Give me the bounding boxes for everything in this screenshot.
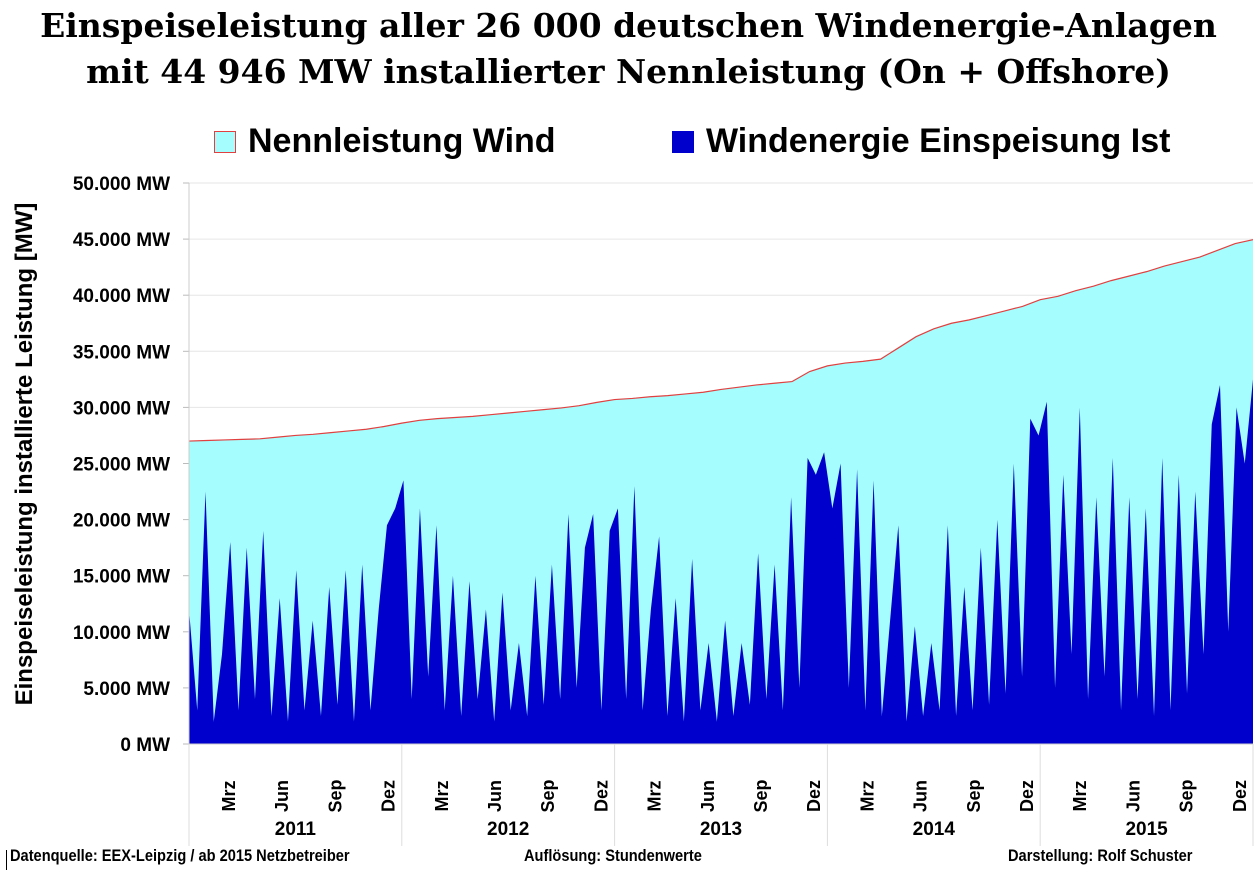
generation-area — [189, 379, 1253, 744]
footer-resolution: Auflösung: Stundenwerte — [524, 846, 702, 865]
x-month-label: Dez — [379, 780, 399, 812]
legend-label-capacity: Nennleistung Wind — [248, 122, 556, 160]
x-month-label: Sep — [964, 779, 984, 812]
x-month-label: Sep — [1177, 779, 1197, 812]
y-tick-label: 10.000 MW — [73, 623, 170, 644]
x-month-label: Dez — [1230, 780, 1250, 812]
x-month-label: Jun — [485, 780, 505, 812]
x-year-label: 2011 — [275, 819, 317, 840]
footer-divider — [6, 850, 7, 870]
x-month-label: Mrz — [432, 781, 452, 812]
y-tick-label: 15.000 MW — [73, 567, 170, 588]
y-tick-label: 40.000 MW — [73, 286, 170, 307]
x-month-label: Jun — [911, 780, 931, 812]
legend-label-generation: Windenergie Einspeisung Ist — [706, 122, 1171, 160]
y-tick-label: 20.000 MW — [73, 511, 170, 532]
y-tick-label: 35.000 MW — [73, 342, 170, 363]
y-tick-label: 5.000 MW — [83, 679, 170, 700]
x-month-label: Jun — [272, 780, 292, 812]
x-month-label: Mrz — [857, 781, 877, 812]
x-month-label: Mrz — [645, 781, 665, 812]
y-tick-label: 25.000 MW — [73, 455, 170, 476]
chart-title-line-1: Einspeiseleistung aller 26 000 deutschen… — [40, 6, 1217, 45]
x-month-label: Dez — [804, 780, 824, 812]
x-month-label: Mrz — [1070, 781, 1090, 812]
y-axis-title: Einspeiseleistung installierte Leistung … — [11, 202, 38, 706]
y-tick-label: 45.000 MW — [73, 230, 170, 251]
x-month-label: Sep — [751, 779, 771, 812]
x-month-label: Sep — [538, 779, 558, 812]
x-month-label: Jun — [698, 780, 718, 812]
legend-item-generation: Windenergie Einspeisung Ist — [672, 122, 1170, 161]
x-year-label: 2014 — [913, 819, 956, 840]
x-month-label: Jun — [1123, 780, 1143, 812]
x-month-label: Mrz — [219, 781, 239, 812]
x-year-label: 2015 — [1125, 819, 1168, 840]
legend-swatch-capacity — [214, 130, 236, 153]
legend-item-capacity: Nennleistung Wind — [214, 122, 556, 161]
footer-author: Darstellung: Rolf Schuster — [1008, 846, 1193, 865]
x-month-label: Sep — [325, 779, 345, 812]
capacity-line — [188, 239, 1254, 442]
legend-swatch-generation — [672, 130, 694, 153]
y-tick-label: 50.000 MW — [73, 174, 170, 195]
x-year-label: 2012 — [487, 819, 529, 840]
x-month-label: Dez — [591, 780, 611, 812]
chart-title-line-2: mit 44 946 MW installierter Nennleistung… — [86, 52, 1171, 91]
y-tick-label: 0 MW — [120, 735, 170, 756]
y-tick-label: 30.000 MW — [73, 398, 170, 419]
footer-source: Datenquelle: EEX-Leipzig / ab 2015 Netzb… — [10, 846, 350, 865]
x-month-label: Dez — [1017, 780, 1037, 812]
x-year-label: 2013 — [700, 819, 742, 840]
